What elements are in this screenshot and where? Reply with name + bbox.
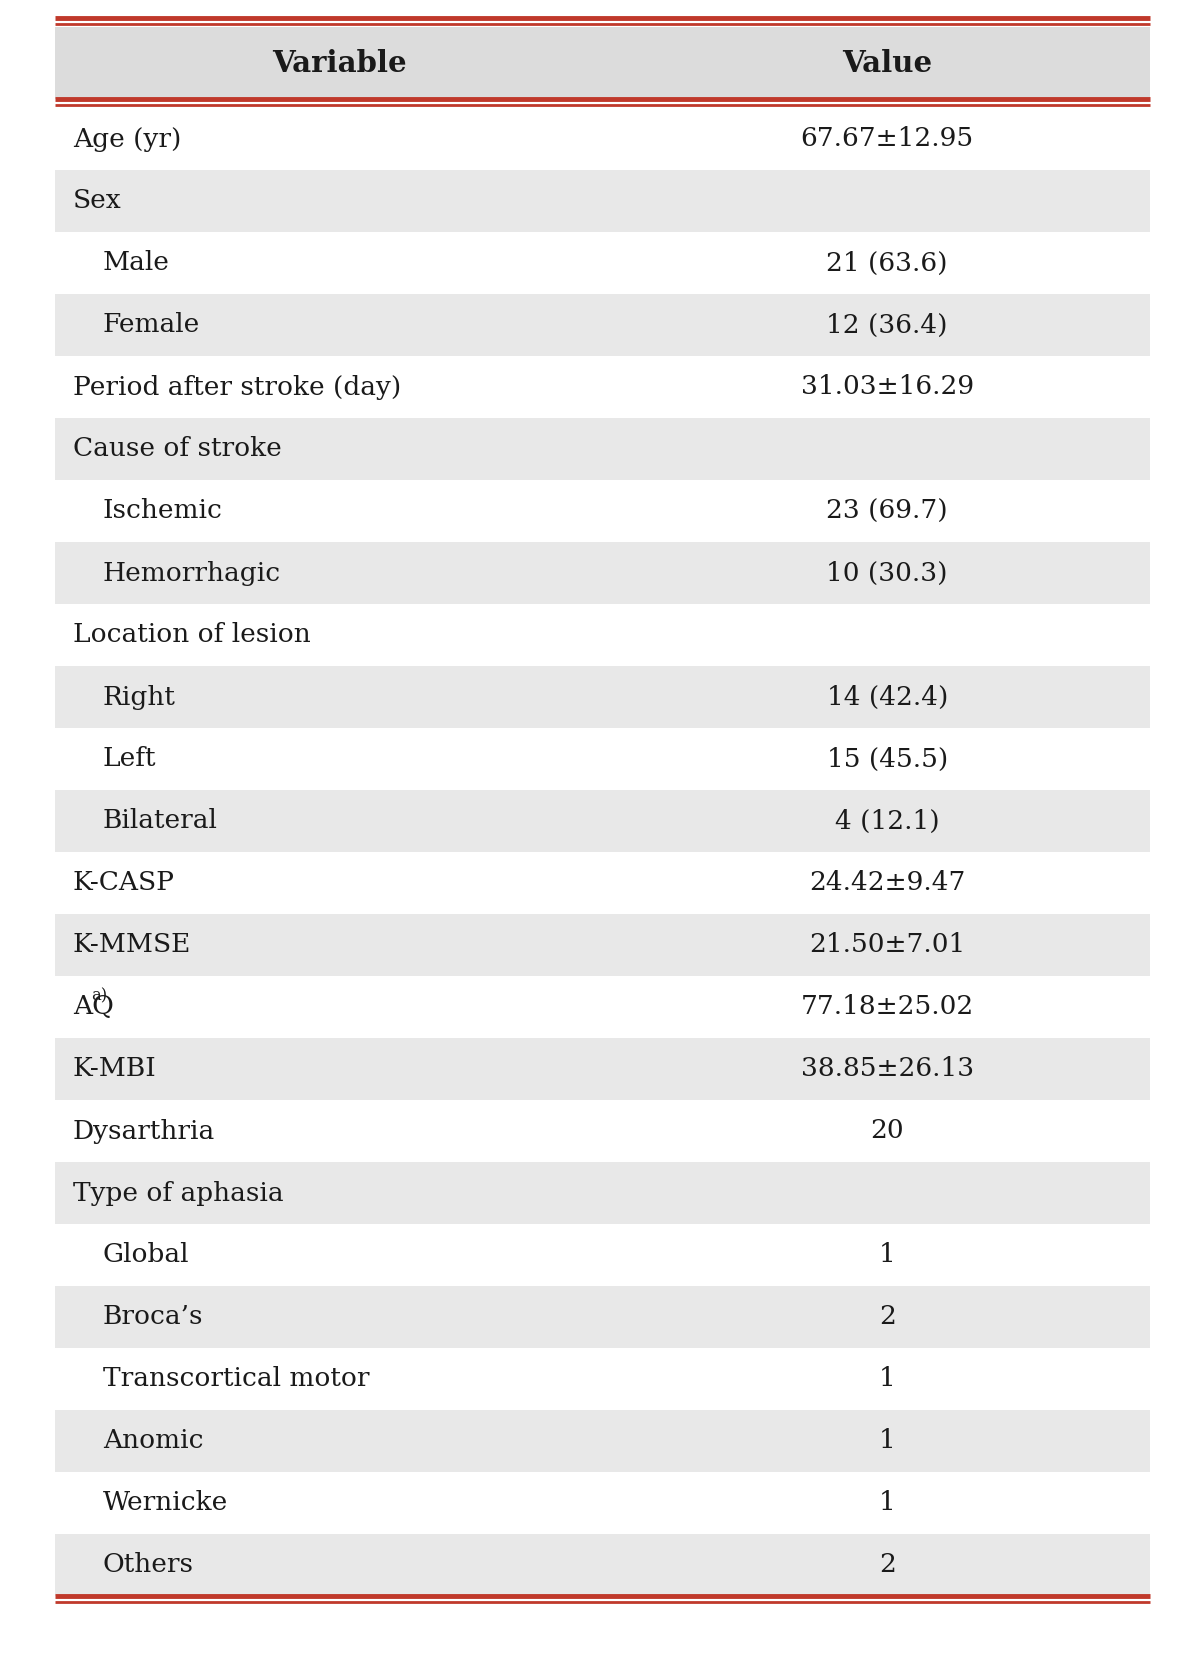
Bar xyxy=(55,1162,1150,1224)
Text: 2: 2 xyxy=(878,1304,895,1329)
Text: Value: Value xyxy=(842,48,932,77)
Text: K-MBI: K-MBI xyxy=(73,1057,157,1082)
Bar xyxy=(55,1039,1150,1101)
Text: Age (yr): Age (yr) xyxy=(73,127,181,152)
Text: a): a) xyxy=(91,987,108,1004)
Text: 1: 1 xyxy=(878,1428,895,1453)
Bar xyxy=(55,1101,1150,1162)
Bar xyxy=(55,1224,1150,1286)
Bar xyxy=(55,1286,1150,1348)
Text: Location of lesion: Location of lesion xyxy=(73,623,311,648)
Text: Hemorrhagic: Hemorrhagic xyxy=(103,561,281,586)
Text: 15 (45.5): 15 (45.5) xyxy=(827,746,948,772)
Bar xyxy=(55,27,1150,99)
Text: 77.18±25.02: 77.18±25.02 xyxy=(800,995,974,1019)
Text: Female: Female xyxy=(103,312,200,337)
Text: K-CASP: K-CASP xyxy=(73,870,175,895)
Bar xyxy=(55,479,1150,543)
Text: 4 (12.1): 4 (12.1) xyxy=(835,808,940,833)
Text: 21 (63.6): 21 (63.6) xyxy=(827,250,948,276)
Bar xyxy=(55,666,1150,728)
Bar xyxy=(55,790,1150,852)
Bar xyxy=(55,109,1150,170)
Text: Anomic: Anomic xyxy=(103,1428,204,1453)
Text: Broca’s: Broca’s xyxy=(103,1304,204,1329)
Text: Sex: Sex xyxy=(73,189,121,214)
Text: Male: Male xyxy=(103,250,170,276)
Text: 10 (30.3): 10 (30.3) xyxy=(827,561,948,586)
Text: 1: 1 xyxy=(878,1491,895,1515)
Text: 20: 20 xyxy=(870,1119,904,1144)
Text: Ischemic: Ischemic xyxy=(103,499,223,523)
Text: 1: 1 xyxy=(878,1366,895,1391)
Text: Right: Right xyxy=(103,685,176,710)
Bar xyxy=(55,975,1150,1039)
Text: 67.67±12.95: 67.67±12.95 xyxy=(800,127,973,152)
Text: 21.50±7.01: 21.50±7.01 xyxy=(809,932,965,957)
Text: 1: 1 xyxy=(878,1242,895,1268)
Text: 23 (69.7): 23 (69.7) xyxy=(827,499,948,523)
Text: Cause of stroke: Cause of stroke xyxy=(73,436,282,461)
Text: Left: Left xyxy=(103,746,156,772)
Bar xyxy=(55,1535,1150,1597)
Bar xyxy=(55,852,1150,913)
Text: 14 (42.4): 14 (42.4) xyxy=(827,685,948,710)
Text: 2: 2 xyxy=(878,1553,895,1578)
Text: Dysarthria: Dysarthria xyxy=(73,1119,215,1144)
Bar xyxy=(55,1409,1150,1471)
Bar xyxy=(55,232,1150,294)
Bar xyxy=(55,913,1150,975)
Bar xyxy=(55,1471,1150,1535)
Text: Type of aphasia: Type of aphasia xyxy=(73,1181,283,1206)
Text: 31.03±16.29: 31.03±16.29 xyxy=(800,374,973,399)
Text: K-MMSE: K-MMSE xyxy=(73,932,191,957)
Text: 24.42±9.47: 24.42±9.47 xyxy=(809,870,965,895)
Text: Period after stroke (day): Period after stroke (day) xyxy=(73,374,401,399)
Bar xyxy=(55,1348,1150,1409)
Text: AQ: AQ xyxy=(73,995,114,1019)
Bar xyxy=(55,605,1150,666)
Bar xyxy=(55,170,1150,232)
Text: 38.85±26.13: 38.85±26.13 xyxy=(800,1057,973,1082)
Bar xyxy=(55,356,1150,418)
Text: Wernicke: Wernicke xyxy=(103,1491,228,1515)
Text: Global: Global xyxy=(103,1242,190,1268)
Bar xyxy=(55,728,1150,790)
Text: Others: Others xyxy=(103,1553,194,1578)
Bar xyxy=(55,418,1150,479)
Text: 12 (36.4): 12 (36.4) xyxy=(827,312,948,337)
Bar xyxy=(55,543,1150,605)
Text: Bilateral: Bilateral xyxy=(103,808,218,833)
Text: Transcortical motor: Transcortical motor xyxy=(103,1366,370,1391)
Text: Variable: Variable xyxy=(272,48,407,77)
Bar xyxy=(55,294,1150,356)
